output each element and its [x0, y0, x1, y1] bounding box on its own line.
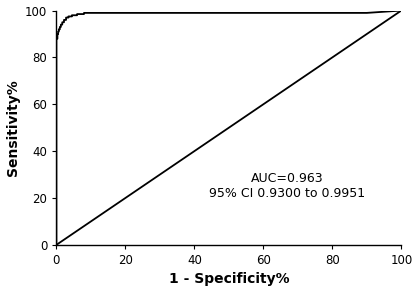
- Y-axis label: Sensitivity%: Sensitivity%: [5, 79, 20, 176]
- X-axis label: 1 - Specificity%: 1 - Specificity%: [168, 272, 289, 286]
- Text: AUC=0.963
95% CI 0.9300 to 0.9951: AUC=0.963 95% CI 0.9300 to 0.9951: [209, 172, 366, 200]
